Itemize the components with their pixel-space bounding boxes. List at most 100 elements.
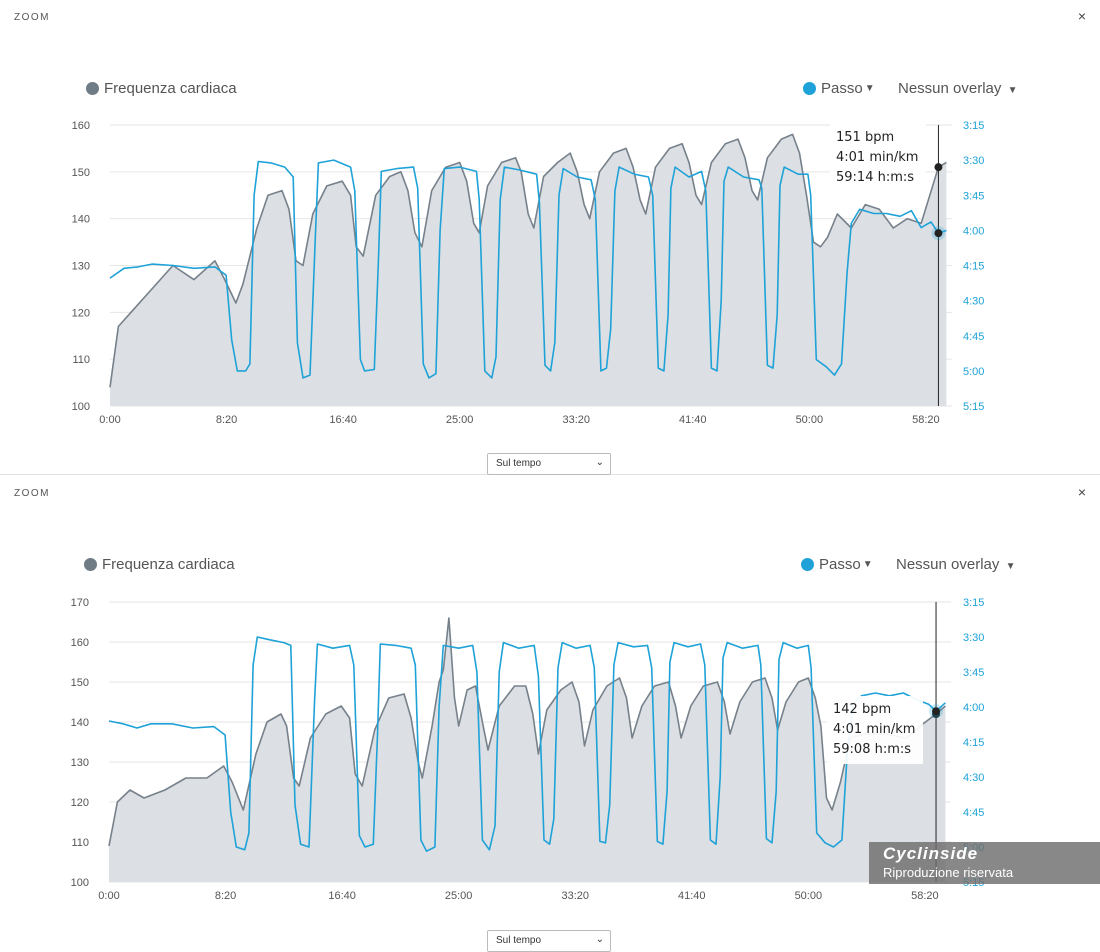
watermark-logo: Cyclinside bbox=[883, 844, 979, 863]
y-left-tick-label: 160 bbox=[72, 120, 90, 132]
y-left-tick-label: 110 bbox=[71, 837, 89, 849]
pace-cursor-marker bbox=[934, 229, 943, 238]
tooltip-pace: 4:01 min/km bbox=[833, 722, 916, 737]
pace-selector[interactable]: Passo ▼ bbox=[803, 80, 875, 97]
x-tick-label: 50:00 bbox=[795, 890, 823, 902]
tooltip-pace: 4:01 min/km bbox=[836, 150, 919, 165]
y-right-tick-label: 3:30 bbox=[963, 632, 984, 644]
y-left-tick-label: 120 bbox=[71, 797, 89, 809]
x-tick-label: 0:00 bbox=[98, 890, 119, 902]
hr-pace-chart-2[interactable]: 100 110 120 130 140 150 160 170 3:15 3:30 3:45 4:00… bbox=[0, 476, 1100, 948]
tooltip-heart-rate: 151 bpm bbox=[836, 130, 895, 145]
y-right-tick-label: 3:15 bbox=[963, 597, 984, 609]
x-tick-label: 58:20 bbox=[912, 414, 940, 426]
zoom-panel-1: ZOOM × Frequenza cardiaca Passo ▼ Nessun… bbox=[0, 0, 1100, 475]
pace-line bbox=[109, 159, 947, 379]
y-right-tick-label: 4:15 bbox=[963, 737, 984, 749]
tooltip-time: 59:08 h:m:s bbox=[833, 742, 912, 757]
x-tick-label: 16:40 bbox=[329, 414, 357, 426]
y-left-tick-label: 150 bbox=[72, 167, 90, 179]
pace-line bbox=[108, 636, 946, 852]
heart-rate-legend-dot bbox=[86, 82, 99, 95]
legend-heart-rate[interactable]: Frequenza cardiaca bbox=[86, 80, 237, 97]
chart-tooltip: 142 bpm 4:01 min/km 59:08 h:m:s bbox=[827, 696, 924, 764]
y-left-tick-label: 110 bbox=[72, 354, 90, 366]
x-tick-label: 25:00 bbox=[446, 414, 474, 426]
heart-rate-area bbox=[110, 134, 947, 406]
x-tick-label: 8:20 bbox=[216, 414, 237, 426]
x-tick-label: 25:00 bbox=[445, 890, 473, 902]
x-tick-label: 41:40 bbox=[679, 414, 707, 426]
y-right-tick-label: 5:15 bbox=[963, 401, 984, 413]
y-right-tick-label: 3:15 bbox=[963, 120, 984, 132]
x-axis-mode-value: Sul tempo bbox=[496, 458, 542, 469]
heart-rate-legend-dot bbox=[84, 558, 97, 571]
x-tick-label: 16:40 bbox=[328, 890, 356, 902]
x-tick-label: 33:20 bbox=[562, 414, 590, 426]
close-button[interactable]: × bbox=[1077, 484, 1086, 500]
hr-pace-chart-1[interactable]: 100 110 120 130 140 150 160 3:15 3:30 3:45 4:00 4:1… bbox=[0, 0, 1100, 474]
x-axis-mode-select[interactable]: Sul tempo ⌄ bbox=[487, 930, 611, 952]
watermark-text: Riproduzione riservata bbox=[883, 865, 1014, 880]
overlay-selector[interactable]: Nessun overlay ▼ bbox=[898, 80, 1017, 97]
pace-selector-label: Passo bbox=[819, 556, 861, 573]
pace-selector-label: Passo bbox=[821, 80, 863, 97]
y-right-tick-label: 3:45 bbox=[963, 190, 984, 202]
overlay-selector-label: Nessun overlay bbox=[898, 80, 1002, 97]
pace-legend-dot bbox=[801, 558, 814, 571]
y-right-tick-label: 4:00 bbox=[963, 702, 984, 714]
overlay-selector[interactable]: Nessun overlay ▼ bbox=[896, 556, 1015, 573]
x-tick-label: 41:40 bbox=[678, 890, 706, 902]
x-tick-label: 33:20 bbox=[561, 890, 589, 902]
y-left-tick-label: 130 bbox=[72, 261, 90, 273]
caret-down-icon: ▼ bbox=[862, 559, 873, 570]
y-left-tick-label: 140 bbox=[72, 214, 90, 226]
x-tick-label: 58:20 bbox=[911, 890, 939, 902]
tooltip-time: 59:14 h:m:s bbox=[836, 170, 915, 185]
y-right-tick-label: 3:45 bbox=[963, 667, 984, 679]
y-right-tick-label: 4:30 bbox=[963, 296, 984, 308]
zoom-label: ZOOM bbox=[14, 12, 50, 23]
overlay-selector-label: Nessun overlay bbox=[896, 556, 1000, 573]
x-axis-mode-select[interactable]: Sul tempo ⌄ bbox=[487, 453, 611, 475]
y-right-tick-label: 5:00 bbox=[963, 366, 984, 378]
heart-rate-line bbox=[108, 617, 946, 847]
pace-legend-dot bbox=[803, 82, 816, 95]
y-right-tick-label: 4:45 bbox=[963, 331, 984, 343]
y-left-tick-label: 120 bbox=[72, 307, 90, 319]
heart-rate-line bbox=[109, 133, 947, 388]
close-button[interactable]: × bbox=[1077, 8, 1086, 24]
legend-heart-rate-label: Frequenza cardiaca bbox=[104, 80, 237, 97]
x-axis-mode-value: Sul tempo bbox=[496, 935, 542, 946]
watermark: Cyclinside Riproduzione riservata bbox=[869, 842, 1100, 884]
y-left-tick-label: 150 bbox=[71, 677, 89, 689]
chart-tooltip: 151 bpm 4:01 min/km 59:14 h:m:s bbox=[830, 124, 927, 192]
heart-rate-area bbox=[109, 618, 946, 882]
legend-heart-rate-label: Frequenza cardiaca bbox=[102, 556, 235, 573]
tooltip-heart-rate: 142 bpm bbox=[833, 702, 892, 717]
zoom-label: ZOOM bbox=[14, 488, 50, 499]
pace-cursor-marker bbox=[932, 707, 941, 716]
heart-rate-cursor-marker bbox=[934, 163, 943, 172]
y-left-tick-label: 140 bbox=[71, 717, 89, 729]
caret-down-icon: ▼ bbox=[864, 83, 875, 94]
y-left-tick-label: 100 bbox=[72, 401, 90, 413]
y-left-tick-label: 130 bbox=[71, 757, 89, 769]
caret-down-icon: ▼ bbox=[1007, 85, 1018, 96]
legend-heart-rate[interactable]: Frequenza cardiaca bbox=[84, 556, 235, 573]
y-right-tick-label: 4:30 bbox=[963, 772, 984, 784]
y-right-tick-label: 4:00 bbox=[963, 225, 984, 237]
y-right-tick-label: 4:15 bbox=[963, 261, 984, 273]
y-left-tick-label: 160 bbox=[71, 637, 89, 649]
y-left-tick-label: 170 bbox=[71, 597, 89, 609]
pace-selector[interactable]: Passo ▼ bbox=[801, 556, 873, 573]
y-left-tick-label: 100 bbox=[71, 877, 89, 889]
x-tick-label: 0:00 bbox=[99, 414, 120, 426]
y-right-tick-label: 3:30 bbox=[963, 155, 984, 167]
x-tick-label: 50:00 bbox=[796, 414, 824, 426]
caret-down-icon: ▼ bbox=[1005, 561, 1016, 572]
x-tick-label: 8:20 bbox=[215, 890, 236, 902]
chevron-down-icon: ⌄ bbox=[595, 457, 604, 468]
y-right-tick-label: 4:45 bbox=[963, 807, 984, 819]
chevron-down-icon: ⌄ bbox=[595, 934, 604, 945]
